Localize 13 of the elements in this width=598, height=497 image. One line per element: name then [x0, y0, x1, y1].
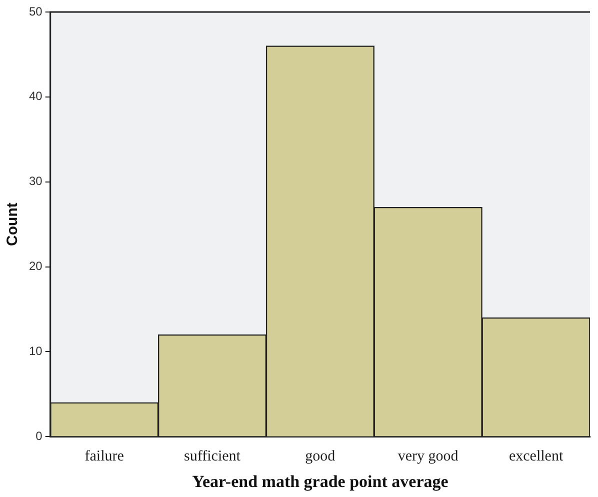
x-tick-label: excellent	[508, 448, 564, 465]
y-tick-label: 0	[36, 428, 43, 443]
x-tick-label: failure	[84, 448, 124, 465]
y-tick-label: 50	[28, 4, 43, 18]
y-axis-title: Count	[4, 202, 22, 246]
y-tick-label: 30	[28, 174, 43, 188]
y-tick-label: 20	[28, 259, 43, 274]
y-tick-label: 10	[28, 344, 43, 358]
y-tick-label: 40	[28, 89, 43, 104]
x-tick-label: sufficient	[184, 448, 242, 465]
x-tick-label: good	[305, 448, 336, 465]
x-axis-title: Year-end math grade point average	[192, 472, 449, 492]
x-tick-label: very good	[398, 448, 459, 465]
